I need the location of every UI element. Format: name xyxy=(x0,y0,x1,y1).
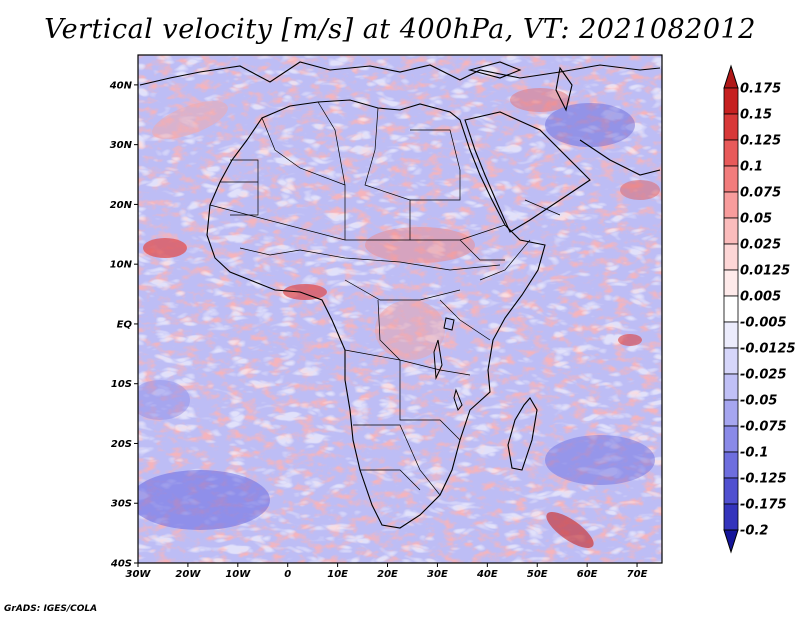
country-borders xyxy=(209,101,561,496)
colorbar-label: -0.2 xyxy=(740,524,768,539)
colorbar-label: 0.005 xyxy=(740,290,781,305)
colorbar-segment xyxy=(723,87,739,115)
colorbar-label: 0.175 xyxy=(740,82,781,97)
colorbar-segment xyxy=(723,217,739,245)
colorbar-segment xyxy=(723,399,739,427)
colorbar-segment xyxy=(723,503,739,531)
colorbar-label: 0.1 xyxy=(740,160,763,175)
longitude-axis: 30W 20W 10W 0 10E 20E 30E 40E 50E 60E 70E xyxy=(126,563,648,580)
black-sea xyxy=(467,61,522,79)
lat-tick-label: 40N xyxy=(109,80,133,91)
colorbar-label: 0.025 xyxy=(740,238,781,253)
colorbar-segment xyxy=(723,269,739,297)
vertical-velocity-field xyxy=(138,55,662,563)
lat-tick-label: 20N xyxy=(110,200,133,211)
lat-tick-label: 30N xyxy=(110,140,133,151)
colorbar-label: 0.125 xyxy=(740,134,781,149)
lon-tick-label: 40E xyxy=(476,569,498,580)
colorbar-label: -0.0125 xyxy=(740,342,796,357)
lat-tick-label: 40S xyxy=(110,559,132,570)
lon-tick-label: 20W xyxy=(175,569,201,580)
madagascar xyxy=(507,397,538,471)
persian-gulf xyxy=(579,139,661,176)
lon-tick-label: 50E xyxy=(527,569,548,580)
lon-tick-label: 30W xyxy=(126,569,152,580)
lon-tick-label: 20E xyxy=(377,569,398,580)
map-frame xyxy=(137,54,663,564)
lon-tick-label: 60E xyxy=(577,569,598,580)
colorbar: 0.175 0.15 0.125 0.1 0.075 0.05 0.025 0.0125 0.0… xyxy=(723,64,796,554)
colorbar-segment xyxy=(723,139,739,167)
lon-tick-label: 10E xyxy=(327,569,348,580)
colorbar-bottom-arrow xyxy=(723,529,739,554)
europe-coast xyxy=(139,61,661,86)
colorbar-segment xyxy=(723,425,739,453)
colorbar-label: -0.005 xyxy=(740,316,787,331)
lat-tick-label: 10S xyxy=(111,379,132,390)
colorbar-label: -0.05 xyxy=(740,394,777,409)
arabia xyxy=(464,111,591,233)
colorbar-label: -0.175 xyxy=(740,498,787,513)
colorbar-label: 0.075 xyxy=(740,186,781,201)
lat-tick-label: 20S xyxy=(111,439,132,450)
colorbar-label: -0.1 xyxy=(740,446,768,461)
colorbar-label: -0.025 xyxy=(740,368,787,383)
colorbar-segment xyxy=(723,373,739,401)
colorbar-label: 0.0125 xyxy=(740,264,790,279)
colorbar-label: 0.15 xyxy=(740,108,772,123)
colorbar-segment xyxy=(723,347,739,375)
colorbar-top-arrow xyxy=(723,64,739,89)
colorbar-segment xyxy=(723,191,739,219)
colorbar-segment xyxy=(723,165,739,193)
caspian-sea xyxy=(555,66,573,112)
lon-tick-label: 70E xyxy=(627,569,648,580)
colorbar-label: -0.125 xyxy=(740,472,787,487)
colorbar-segment xyxy=(723,243,739,271)
plot-title: Vertical velocity [m/s] at 400hPa, VT: 2… xyxy=(44,14,756,45)
lon-tick-label: 0 xyxy=(284,569,291,580)
latitude-axis: 40N 30N 20N 10N EQ 10S 20S 30S 40S xyxy=(109,80,138,570)
lat-tick-label: EQ xyxy=(117,319,133,330)
colorbar-segment xyxy=(723,321,739,349)
colorbar-segment xyxy=(723,295,739,323)
colorbar-segment xyxy=(723,113,739,141)
colorbar-segment xyxy=(723,477,739,505)
colorbar-segment xyxy=(723,451,739,479)
lat-tick-label: 30S xyxy=(111,499,132,510)
lon-tick-label: 10W xyxy=(225,569,251,580)
lon-tick-label: 30E xyxy=(427,569,448,580)
colorbar-label: -0.075 xyxy=(740,420,787,435)
lakes xyxy=(433,317,463,412)
colorbar-label: 0.05 xyxy=(740,212,772,227)
lat-tick-label: 10N xyxy=(110,260,133,271)
credit-label: GrADS: IGES/COLA xyxy=(4,604,98,614)
